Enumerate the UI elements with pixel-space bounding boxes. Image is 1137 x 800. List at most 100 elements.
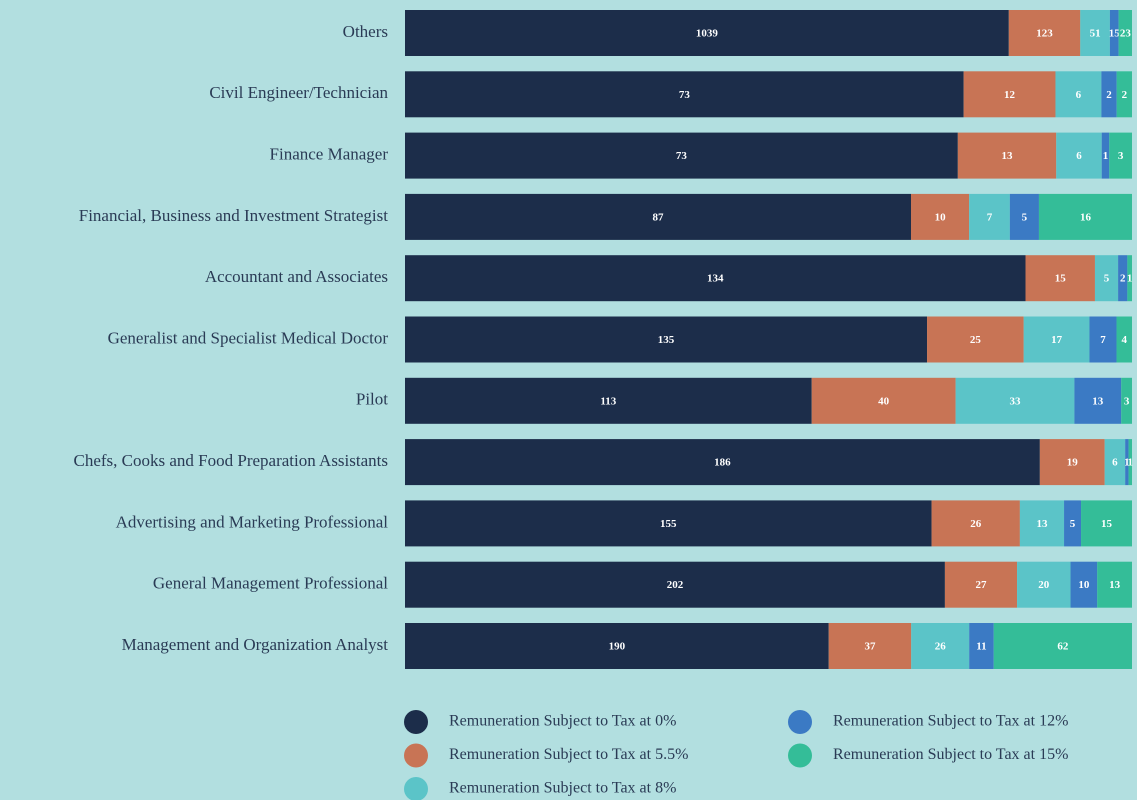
bar-segment	[1097, 561, 1132, 608]
bar-segment	[955, 377, 1075, 424]
legend-swatch	[788, 710, 812, 734]
data-label: 23	[1120, 28, 1132, 40]
data-label: 10	[1078, 579, 1090, 591]
data-label: 15	[1055, 273, 1067, 285]
bar-segment	[1118, 10, 1132, 56]
bar-segment	[1038, 193, 1132, 240]
category-label: Financial, Business and Investment Strat…	[79, 206, 389, 225]
category-label: Generalist and Specialist Medical Doctor	[108, 328, 389, 347]
data-label: 26	[970, 518, 982, 530]
bar-segment	[1025, 255, 1095, 302]
data-label: 3	[1118, 150, 1124, 162]
bar-segment	[828, 623, 912, 669]
bar-segment	[1017, 561, 1071, 608]
bar-segment	[405, 439, 1040, 486]
bar-segment	[1080, 10, 1110, 56]
data-label: 1	[1128, 457, 1134, 469]
data-label: 17	[1051, 334, 1063, 346]
data-label: 20	[1038, 579, 1050, 591]
bar-segment	[969, 193, 1010, 240]
bar-segment	[1125, 439, 1129, 486]
data-label: 7	[987, 211, 993, 223]
bar-segment	[1089, 316, 1117, 363]
data-label: 11	[976, 641, 986, 653]
legend-swatch	[404, 743, 428, 768]
category-label: Finance Manager	[270, 145, 389, 164]
bar-segment	[957, 132, 1057, 179]
data-label: 5	[1070, 518, 1076, 530]
data-label: 13	[1036, 518, 1048, 530]
bar-segment	[1104, 439, 1126, 486]
data-label: 6	[1112, 457, 1118, 469]
data-label: 73	[679, 89, 691, 101]
data-label: 27	[975, 579, 987, 591]
data-label: 123	[1036, 28, 1053, 40]
bar-segment	[1039, 439, 1105, 486]
data-label: 15	[1101, 518, 1113, 530]
bar-segment	[811, 377, 956, 424]
data-label: 1039	[696, 28, 719, 40]
bar-segment	[963, 71, 1056, 118]
bar-segment	[1019, 500, 1065, 547]
data-label: 113	[600, 395, 616, 407]
legend-label: Remuneration Subject to Tax at 0%	[449, 713, 676, 730]
category-label: Management and Organization Analyst	[122, 635, 389, 654]
data-label: 37	[864, 641, 876, 653]
data-label: 1	[1127, 273, 1133, 285]
data-label: 12	[1004, 89, 1016, 101]
data-label: 13	[1002, 150, 1014, 162]
data-label: 134	[707, 273, 724, 285]
bar-segment	[1074, 377, 1122, 424]
data-label: 4	[1122, 334, 1128, 346]
bar-segment	[1116, 71, 1132, 118]
data-label: 19	[1067, 457, 1079, 469]
bar-segment	[1118, 255, 1128, 302]
bar-segment	[1008, 10, 1081, 56]
bar-segment	[1109, 132, 1132, 179]
data-label: 1	[1124, 457, 1130, 469]
legend-label: Remuneration Subject to Tax at 12%	[833, 713, 1068, 730]
bar-segment	[405, 623, 829, 669]
bar-segment	[1101, 132, 1110, 179]
legend-label: Remuneration Subject to Tax at 15%	[833, 746, 1068, 763]
bar-segment	[931, 500, 1020, 547]
data-label: 135	[658, 334, 675, 346]
bar-segment	[1127, 255, 1132, 302]
bar-segment	[911, 623, 970, 669]
category-label: General Management Professional	[153, 574, 388, 593]
bar-segment	[1064, 500, 1082, 547]
data-label: 1	[1103, 150, 1109, 162]
data-label: 33	[1010, 395, 1022, 407]
bar-segment	[1109, 10, 1119, 56]
bar-segment	[910, 193, 970, 240]
bar-segment	[405, 71, 964, 118]
data-label: 51	[1090, 28, 1101, 40]
bar-segment	[405, 193, 911, 240]
data-label: 2	[1122, 89, 1128, 101]
category-label: Accountant and Associates	[205, 267, 388, 286]
data-label: 25	[970, 334, 982, 346]
data-label: 16	[1080, 211, 1092, 223]
category-label: Civil Engineer/Technician	[209, 83, 388, 102]
bar-segment	[944, 561, 1018, 608]
bar-segment	[969, 623, 994, 669]
data-label: 13	[1092, 395, 1104, 407]
data-label: 6	[1076, 150, 1082, 162]
bar-segment	[1128, 439, 1132, 486]
category-label: Pilot	[356, 390, 388, 409]
bar-segment	[927, 316, 1024, 363]
data-label: 186	[714, 457, 731, 469]
bar-segment	[1101, 71, 1117, 118]
data-label: 40	[878, 395, 890, 407]
legend-label: Remuneration Subject to Tax at 8%	[449, 780, 676, 797]
category-label: Advertising and Marketing Professional	[116, 512, 389, 531]
data-label: 13	[1109, 579, 1121, 591]
legend-swatch	[788, 743, 812, 768]
data-label: 73	[676, 150, 688, 162]
legend-swatch	[404, 710, 428, 734]
bar-segment	[405, 132, 958, 179]
bar-segment	[1055, 71, 1102, 118]
data-label: 87	[652, 211, 664, 223]
data-label: 10	[935, 211, 947, 223]
